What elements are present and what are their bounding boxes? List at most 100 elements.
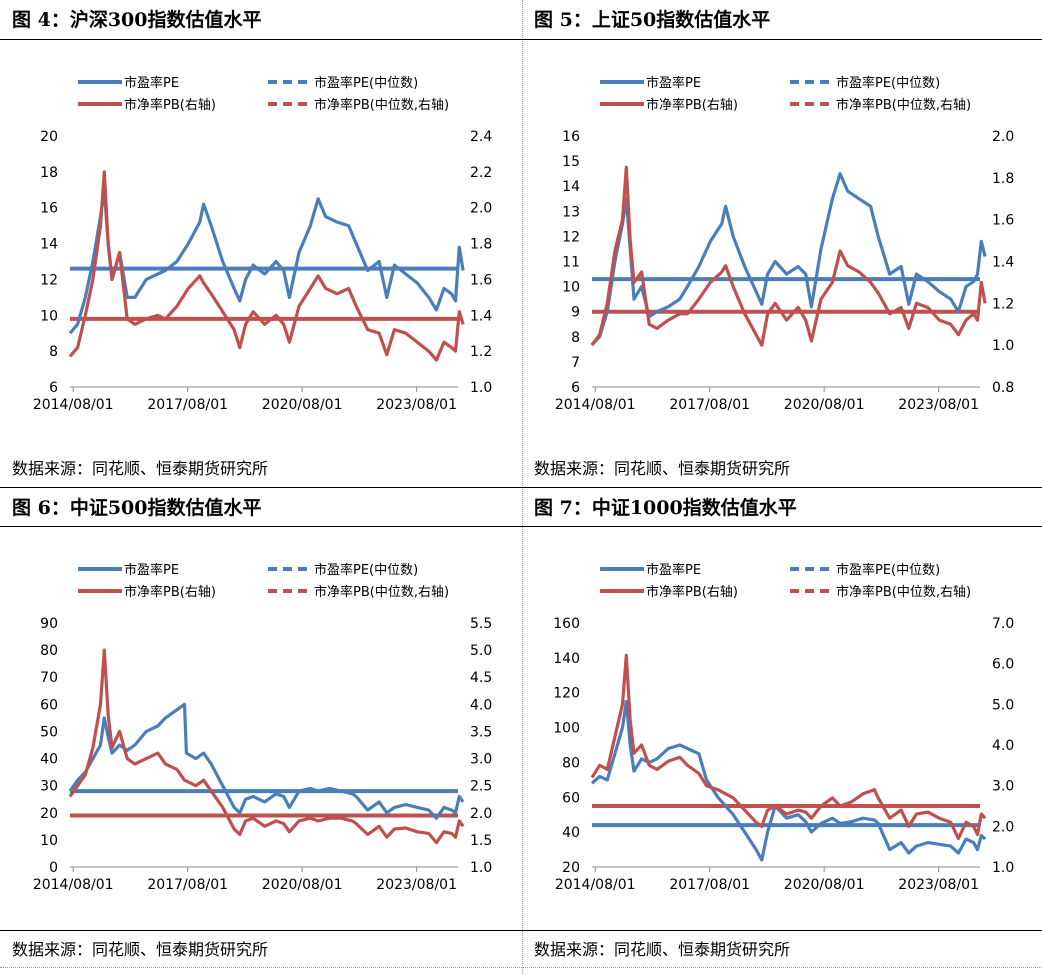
y-left-tick-label: 20: [562, 860, 580, 876]
legend-pe-median: 市盈率PE(中位数): [268, 562, 418, 578]
chart-zz500: 市盈率PE 市盈率PE(中位数) 市净率PB(右轴) 市净率PB(中位数,右轴) 0 10…: [33, 562, 492, 893]
y-left-tick-label: 80: [562, 755, 580, 771]
legend-pe-label: 市盈率PE: [646, 562, 701, 578]
panel-zz1000: 图 7：中证1000指数估值水平 市盈率PE 市盈率PE(中位数) 市净率PB(右轴…: [522, 487, 1042, 974]
legend-pb-median-label: 市净率PB(中位数,右轴): [314, 584, 449, 600]
x-tick-label: 2017/08/01: [669, 877, 750, 893]
legend-pe-median-label: 市盈率PE(中位数): [314, 75, 418, 91]
legend-pb-median-label: 市净率PB(中位数,右轴): [836, 97, 971, 113]
legend-pb-median: 市净率PB(中位数,右轴): [790, 97, 971, 113]
y-right-tick-label: 1.2: [992, 296, 1014, 312]
y-right-tick-label: 1.0: [992, 860, 1014, 876]
y-right-tick-label: 5.5: [470, 616, 492, 632]
y-left-tick-label: 16: [562, 129, 580, 145]
y-left-tick-label: 0: [49, 860, 58, 876]
source-note: 数据来源：同花顺、恒泰期货研究所: [0, 450, 522, 488]
y-right-tick-label: 6.0: [992, 657, 1014, 673]
chart-hs300: 市盈率PE 市盈率PE(中位数) 市净率PB(右轴) 市净率PB(中位数,右轴) 6 8 1…: [33, 75, 493, 413]
y-left-tick-label: 14: [40, 237, 58, 253]
y-left-tick-label: 160: [553, 616, 580, 632]
x-tick-label: 2014/08/01: [555, 397, 636, 413]
y-axis-right: 1.0 2.0 3.0 4.0 5.0 6.0 7.0: [992, 616, 1014, 876]
pe-series-line: [68, 702, 465, 820]
x-tick-label: 2023/08/01: [898, 397, 979, 413]
y-left-tick-label: 6: [571, 380, 580, 396]
y-left-tick-label: 120: [553, 686, 580, 702]
source-note: 数据来源：同花顺、恒泰期货研究所: [522, 450, 1042, 488]
y-right-tick-label: 2.5: [470, 779, 492, 795]
panel-title: 图 6：中证500指数估值水平: [0, 487, 522, 527]
y-right-tick-label: 4.0: [470, 697, 492, 713]
pb-series-line: [590, 165, 987, 347]
legend: 市盈率PE 市盈率PE(中位数) 市净率PB(右轴) 市净率PB(中位数,右轴): [600, 562, 971, 600]
y-axis-right: 1.0 1.5 2.0 2.5 3.0 3.5 4.0 4.5 5.0 5.5: [470, 616, 492, 876]
legend-pe: 市盈率PE: [600, 562, 701, 578]
x-axis: 2014/08/01 2017/08/01 2020/08/01 2023/08/01: [555, 866, 980, 893]
panel-hs300: 图 4：沪深300指数估值水平 市盈率PE 市盈率PE(中位数) 市净率PB(右轴)…: [0, 0, 522, 488]
x-tick-label: 2017/08/01: [669, 397, 750, 413]
y-left-tick-label: 14: [562, 179, 580, 195]
y-right-tick-label: 2.0: [470, 201, 492, 217]
panel-title: 图 4：沪深300指数估值水平: [0, 0, 522, 40]
y-axis-right: 0.8 1.0 1.2 1.4 1.6 1.8 2.0: [992, 129, 1014, 396]
y-left-tick-label: 90: [40, 616, 58, 632]
y-left-tick-label: 10: [562, 280, 580, 296]
x-tick-label: 2014/08/01: [33, 397, 114, 413]
y-axis-left: 6 7 8 9 10 11 12 13 14 15 16: [562, 129, 580, 396]
legend: 市盈率PE 市盈率PE(中位数) 市净率PB(右轴) 市净率PB(中位数,右轴): [78, 562, 449, 600]
legend-pb: 市净率PB(右轴): [78, 97, 216, 113]
y-left-tick-label: 10: [40, 308, 58, 324]
y-right-tick-label: 1.5: [470, 833, 492, 849]
x-tick-label: 2020/08/01: [784, 877, 865, 893]
x-tick-label: 2023/08/01: [898, 877, 979, 893]
legend-pe-median: 市盈率PE(中位数): [790, 562, 940, 578]
y-left-tick-label: 20: [40, 129, 58, 145]
y-right-tick-label: 2.0: [992, 819, 1014, 835]
x-axis: 2014/08/01 2017/08/01 2020/08/01 2023/08/01: [33, 866, 458, 893]
y-left-tick-label: 100: [553, 721, 580, 737]
x-tick-label: 2023/08/01: [376, 397, 457, 413]
y-right-tick-label: 5.0: [470, 643, 492, 659]
y-left-tick-label: 11: [562, 255, 580, 271]
legend-pb-median-label: 市净率PB(中位数,右轴): [314, 97, 449, 113]
legend: 市盈率PE 市盈率PE(中位数) 市净率PB(右轴) 市净率PB(中位数,右轴): [78, 75, 449, 113]
y-right-tick-label: 1.6: [470, 272, 492, 288]
y-left-tick-label: 60: [562, 790, 580, 806]
legend-pb: 市净率PB(右轴): [78, 584, 216, 600]
pb-series-line: [590, 653, 987, 841]
y-right-tick-label: 7.0: [992, 616, 1014, 632]
pe-series-line: [590, 699, 987, 862]
y-left-tick-label: 80: [40, 643, 58, 659]
x-tick-label: 2014/08/01: [555, 877, 636, 893]
chart-zz1000: 市盈率PE 市盈率PE(中位数) 市净率PB(右轴) 市净率PB(中位数,右轴) 20 4…: [553, 562, 1014, 893]
legend-pe-label: 市盈率PE: [124, 562, 179, 578]
y-axis-right: 1.0 1.2 1.4 1.6 1.8 2.0 2.2 2.4: [470, 129, 492, 396]
pb-series-line: [68, 170, 465, 362]
source-note: 数据来源：同花顺、恒泰期货研究所: [0, 930, 522, 968]
y-right-tick-label: 0.8: [992, 380, 1014, 396]
y-left-tick-label: 16: [40, 201, 58, 217]
y-right-tick-label: 3.0: [992, 779, 1014, 795]
y-right-tick-label: 2.0: [470, 806, 492, 822]
pe-series-line: [590, 172, 987, 346]
y-left-tick-label: 40: [562, 825, 580, 841]
pe-series-line: [68, 188, 465, 335]
y-right-tick-label: 1.6: [992, 213, 1014, 229]
legend-pe: 市盈率PE: [78, 75, 179, 91]
y-right-tick-label: 1.0: [470, 860, 492, 876]
legend-pe-median: 市盈率PE(中位数): [268, 75, 418, 91]
y-left-tick-label: 9: [571, 305, 580, 321]
y-left-tick-label: 12: [40, 272, 58, 288]
x-tick-label: 2014/08/01: [33, 877, 114, 893]
panel-zz500: 图 6：中证500指数估值水平 市盈率PE 市盈率PE(中位数) 市净率PB(右轴)…: [0, 487, 522, 974]
legend-pb-median: 市净率PB(中位数,右轴): [790, 584, 971, 600]
y-right-tick-label: 1.8: [470, 237, 492, 253]
panel-title: 图 7：中证1000指数估值水平: [522, 487, 1042, 527]
y-right-tick-label: 4.0: [992, 738, 1014, 754]
legend-pb-median: 市净率PB(中位数,右轴): [268, 584, 449, 600]
x-tick-label: 2020/08/01: [784, 397, 865, 413]
legend-pb-median: 市净率PB(中位数,右轴): [268, 97, 449, 113]
y-left-tick-label: 13: [562, 204, 580, 220]
x-axis: 2014/08/01 2017/08/01 2020/08/01 2023/08/01: [555, 386, 980, 413]
y-right-tick-label: 1.8: [992, 171, 1014, 187]
